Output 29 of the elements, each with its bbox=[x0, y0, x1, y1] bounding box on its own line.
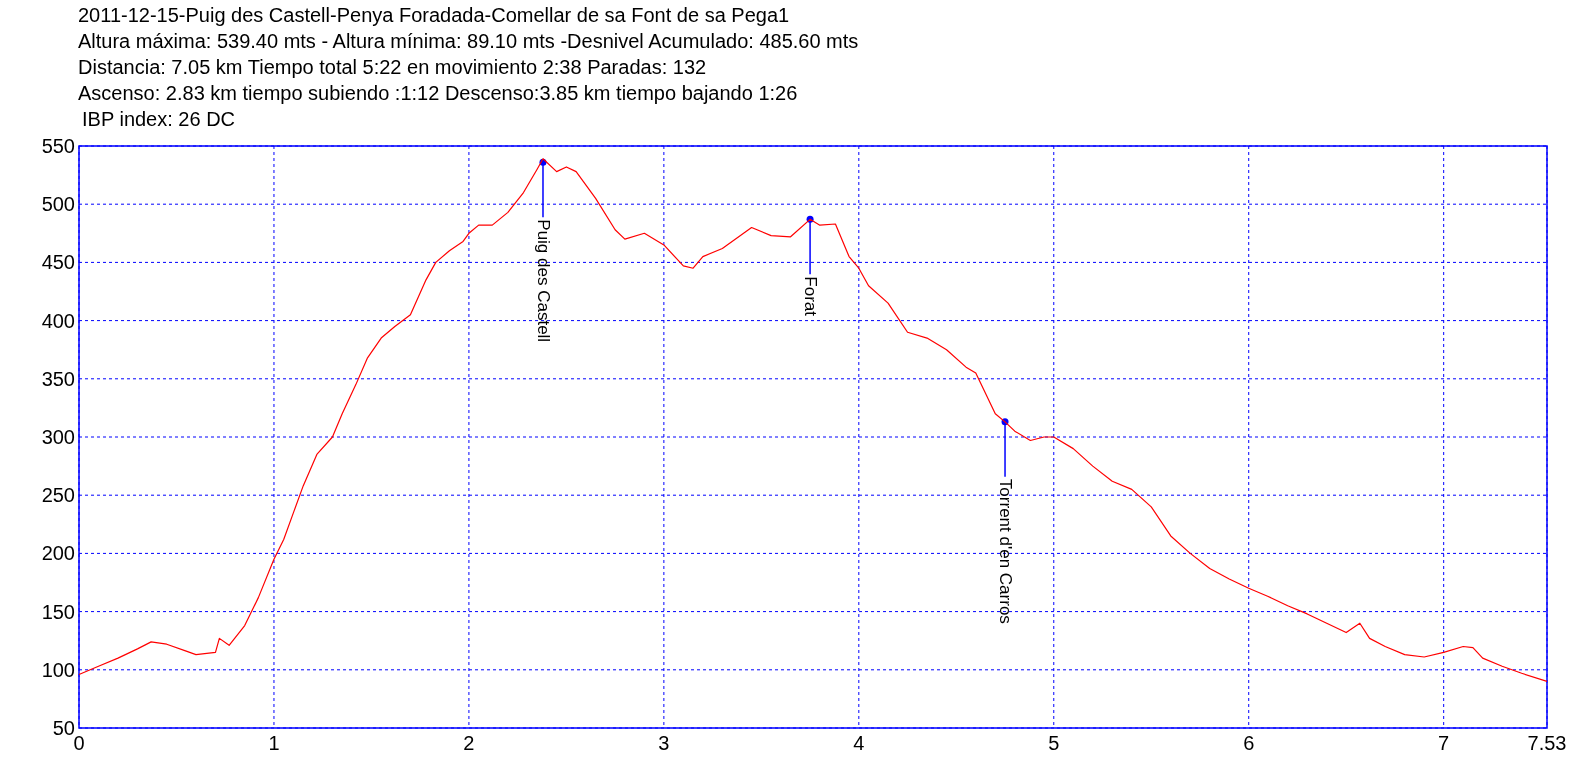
x-tick-label: 7 bbox=[1438, 732, 1450, 754]
annotation: Torrent d'en Carros bbox=[996, 478, 1016, 624]
y-tick-label: 400 bbox=[41, 309, 75, 332]
y-tick-label: 350 bbox=[41, 367, 75, 390]
x-tick-label: 2 bbox=[463, 732, 475, 754]
x-tick-label: 7.53 bbox=[1527, 732, 1567, 754]
annotation: Puig des Castell bbox=[533, 219, 553, 343]
y-tick-label: 450 bbox=[41, 251, 75, 274]
text: Altura máxima: 539.40 mts - Altura mínima: 89.10 mts -Desnivel Acumulado: 485.60 mts bbox=[78, 30, 859, 52]
x-tick-label: 1 bbox=[268, 732, 280, 754]
x-tick-label: 6 bbox=[1243, 732, 1255, 754]
text: Ascenso: 2.83 km tiempo subiendo :1:12 Descenso:3.85 km tiempo bajando 1:26 bbox=[78, 82, 798, 104]
y-tick-label: 200 bbox=[41, 542, 75, 565]
x-tick-label: 0 bbox=[73, 732, 85, 754]
annotation: Forat bbox=[801, 276, 821, 317]
y-tick-label: 300 bbox=[41, 426, 75, 448]
text: Distancia: 7.05 km Tiempo total 5:22 en movimiento 2:38 Paradas: 132 bbox=[78, 56, 707, 78]
x-tick-label: 3 bbox=[658, 732, 670, 754]
x-tick-label: 4 bbox=[853, 732, 865, 754]
chart-title: 2011-12-15-Puig des Castell-Penya Foradada-Comellar de sa Font de sa Pega1 bbox=[78, 4, 790, 26]
y-tick-label: 150 bbox=[41, 600, 75, 623]
x-tick-label: 5 bbox=[1048, 732, 1060, 754]
line-series bbox=[78, 158, 1548, 683]
y-tick-label: 550 bbox=[41, 135, 75, 157]
y-tick-label: 50 bbox=[52, 717, 75, 739]
y-tick-label: 100 bbox=[41, 658, 75, 681]
y-tick-label: 500 bbox=[41, 193, 75, 216]
text: IBP index: 26 DC bbox=[82, 108, 236, 130]
y-tick-label: 250 bbox=[41, 484, 75, 507]
